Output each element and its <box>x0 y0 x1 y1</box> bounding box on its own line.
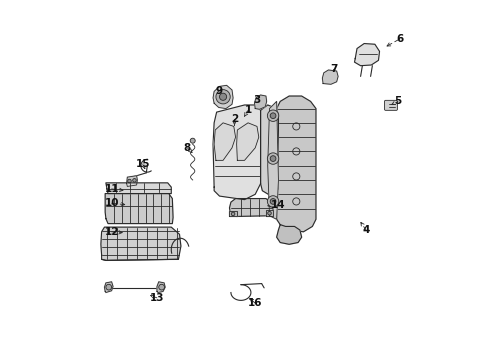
Text: 5: 5 <box>394 96 401 107</box>
Circle shape <box>267 153 278 164</box>
Circle shape <box>219 93 226 100</box>
Polygon shape <box>265 210 272 216</box>
Circle shape <box>216 90 230 104</box>
Circle shape <box>190 138 195 143</box>
Text: 4: 4 <box>362 225 369 235</box>
Circle shape <box>159 284 164 290</box>
Circle shape <box>270 156 275 161</box>
Circle shape <box>267 196 278 207</box>
Polygon shape <box>106 183 171 194</box>
Polygon shape <box>229 211 236 216</box>
Polygon shape <box>236 123 258 160</box>
Text: 11: 11 <box>104 184 119 194</box>
Circle shape <box>106 284 111 290</box>
Polygon shape <box>260 105 278 196</box>
Text: 15: 15 <box>135 159 150 169</box>
Text: 10: 10 <box>104 198 119 208</box>
Text: 1: 1 <box>244 105 251 115</box>
Polygon shape <box>276 96 315 232</box>
Circle shape <box>270 113 275 118</box>
FancyBboxPatch shape <box>384 100 397 111</box>
Polygon shape <box>213 85 233 109</box>
Polygon shape <box>157 282 165 293</box>
Circle shape <box>127 179 131 183</box>
Circle shape <box>267 211 271 215</box>
Text: 9: 9 <box>216 86 223 96</box>
Polygon shape <box>254 95 266 109</box>
Polygon shape <box>214 123 235 160</box>
Polygon shape <box>126 176 137 186</box>
Polygon shape <box>213 105 260 200</box>
Text: 12: 12 <box>104 227 119 237</box>
Circle shape <box>270 199 275 204</box>
Text: 13: 13 <box>149 293 164 303</box>
Text: 16: 16 <box>247 298 262 308</box>
Polygon shape <box>105 194 173 224</box>
Polygon shape <box>104 282 113 293</box>
Text: 7: 7 <box>329 64 337 74</box>
Polygon shape <box>322 70 337 84</box>
Text: 3: 3 <box>253 95 260 105</box>
Polygon shape <box>276 225 301 244</box>
Circle shape <box>267 110 278 121</box>
Text: 8: 8 <box>183 143 191 153</box>
Text: 6: 6 <box>395 34 403 44</box>
Text: 2: 2 <box>230 114 238 124</box>
Circle shape <box>132 179 136 182</box>
Polygon shape <box>229 199 272 216</box>
Polygon shape <box>101 227 181 260</box>
Text: 14: 14 <box>270 200 285 210</box>
Polygon shape <box>354 44 379 66</box>
Polygon shape <box>267 102 278 219</box>
Circle shape <box>231 212 234 216</box>
